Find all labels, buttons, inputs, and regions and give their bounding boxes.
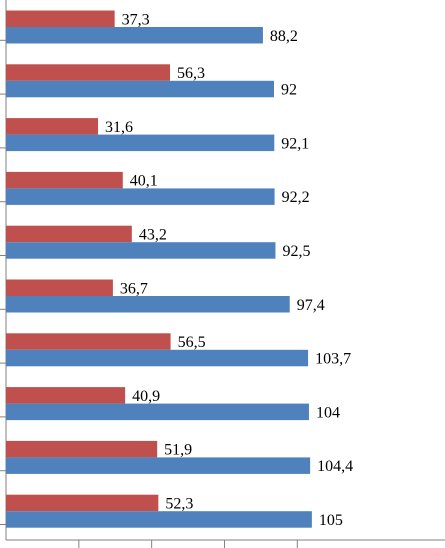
bar-series-2 <box>6 296 290 313</box>
data-label: 56,3 <box>177 65 205 82</box>
data-label: 31,6 <box>105 119 133 136</box>
chart-bars <box>6 10 312 528</box>
chart-data-labels: 37,3 56,3 31,6 40,1 43,2 36,7 56,5 40,9 51,9 52,3… <box>105 11 353 529</box>
data-label: 56,5 <box>178 334 206 351</box>
bar-series-2 <box>6 134 275 152</box>
bar-series-1 <box>6 440 158 458</box>
data-label: 52,3 <box>165 495 193 512</box>
data-label: 88,2 <box>270 28 298 45</box>
data-label: 40,1 <box>130 173 158 190</box>
data-label: 37,3 <box>122 11 150 28</box>
bar-series-1 <box>6 10 115 27</box>
bar-series-1 <box>6 64 171 81</box>
bar-series-2 <box>6 457 311 474</box>
bar-series-2 <box>6 188 275 205</box>
bar-series-2 <box>6 349 309 367</box>
bar-series-2 <box>6 27 263 44</box>
bar-series-2 <box>6 242 276 259</box>
data-label: 97,4 <box>297 297 325 314</box>
data-label: 92,5 <box>282 243 310 260</box>
data-label: 104,4 <box>317 458 353 475</box>
bar-series-2 <box>6 511 312 528</box>
data-label: 104 <box>316 404 340 421</box>
bar-series-2 <box>6 403 309 421</box>
data-label: 105 <box>319 512 343 529</box>
bar-series-1 <box>6 387 126 404</box>
data-label: 92,2 <box>282 189 310 206</box>
bar-series-1 <box>6 118 99 135</box>
data-label: 36,7 <box>120 280 148 297</box>
bar-series-1 <box>6 225 132 243</box>
bar-series-2 <box>6 80 274 98</box>
bar-series-1 <box>6 171 123 189</box>
bar-series-1 <box>6 333 171 350</box>
data-label: 103,7 <box>315 351 351 368</box>
data-label: 43,2 <box>139 226 167 243</box>
data-label: 40,9 <box>132 388 160 405</box>
data-label: 51,9 <box>164 442 192 459</box>
data-label: 92 <box>281 82 297 99</box>
bar-series-1 <box>6 494 159 512</box>
bar-series-1 <box>6 279 113 296</box>
data-label: 92,1 <box>281 135 309 152</box>
